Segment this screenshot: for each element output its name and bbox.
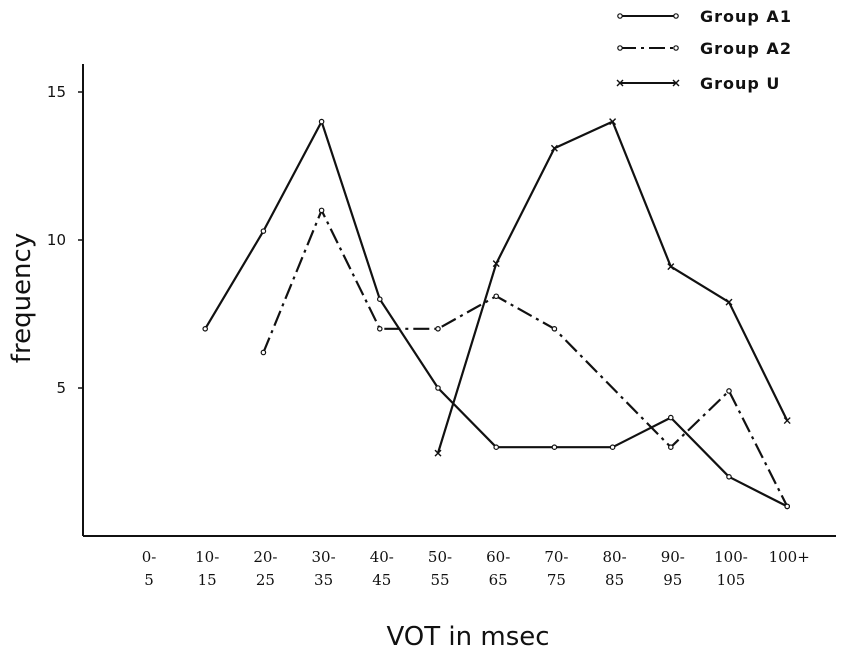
x-tick-label-6-top: 60-: [486, 548, 510, 566]
point-group-a1-1: [202, 325, 209, 332]
y-tick-label-10: 10: [47, 231, 66, 249]
point-group-a2-9: [667, 444, 674, 451]
point-group-a1-5: [435, 385, 441, 391]
y-axis-title: frequency: [7, 233, 37, 363]
y-tick-label-5: 5: [56, 379, 66, 397]
point-group-a1-7: [551, 444, 558, 451]
point-group-u-10: [725, 298, 733, 306]
point-group-a2-4: [376, 325, 383, 332]
x-tick-label-10-bottom: 105: [717, 571, 746, 589]
x-tick-label-4-bottom: 45: [372, 571, 391, 589]
x-tick-label-5-bottom: 55: [430, 571, 449, 589]
point-group-u-5: [434, 449, 442, 457]
legend-label-group-a2: Group A2: [700, 39, 792, 58]
point-group-u-9: [667, 263, 675, 271]
legend-item-group-u: Group U: [616, 74, 780, 93]
point-group-a1-4: [376, 296, 383, 303]
point-group-u-11: [783, 417, 791, 425]
legend-label-group-u: Group U: [700, 74, 780, 93]
point-group-a2-7: [551, 325, 558, 332]
point-group-a2-2: [260, 349, 267, 356]
point-group-a2-6: [493, 293, 500, 300]
x-tick-label-8-bottom: 85: [605, 571, 624, 589]
x-tick-label-0-top: 0-: [142, 548, 157, 566]
legend-marker-start-group-u: [616, 79, 624, 87]
legend-marker-start-group-a1: [617, 13, 623, 19]
x-tick-label-2-top: 20-: [253, 548, 277, 566]
y-ticks: 5 10 15: [47, 83, 83, 397]
point-group-a1-2: [260, 228, 267, 234]
y-tick-label-15: 15: [47, 83, 66, 101]
point-group-a2-5: [435, 325, 441, 332]
legend: Group A1 Group A2 Group U: [616, 7, 792, 93]
x-tick-label-10-top: 100-: [714, 548, 748, 566]
series-layer: [202, 118, 791, 510]
point-group-a1-10: [726, 473, 732, 480]
x-axis-title: VOT in msec: [386, 622, 549, 652]
x-tick-label-9-top: 90-: [661, 548, 685, 566]
x-tick-label-3-bottom: 35: [314, 571, 333, 589]
point-group-u-7: [550, 144, 558, 152]
legend-marker-end-group-u: [672, 79, 680, 87]
legend-marker-end-group-a2: [673, 45, 679, 51]
point-group-u-6: [492, 260, 500, 268]
x-tick-label-1-bottom: 15: [198, 571, 217, 589]
x-tick-label-0-bottom: 5: [144, 571, 154, 589]
x-tick-label-7-bottom: 75: [547, 571, 566, 589]
x-ticks: 0- 5 10- 15 20- 25 30- 35 40- 45 50- 55 60- 65 70- 75 80…: [142, 548, 810, 589]
point-group-a1-3: [318, 118, 325, 125]
legend-marker-start-group-a2: [617, 45, 623, 51]
point-group-a2-10: [726, 388, 732, 394]
legend-label-group-a1: Group A1: [700, 7, 792, 26]
series-group-u: [434, 118, 791, 457]
series-group-a1: [202, 118, 791, 510]
point-group-a2-3: [318, 207, 325, 214]
x-tick-label-6-bottom: 65: [489, 571, 508, 589]
x-tick-label-8-top: 80-: [603, 548, 627, 566]
x-tick-label-11-top: 100+: [769, 548, 810, 566]
point-group-a1-6: [493, 444, 500, 451]
x-tick-label-5-top: 50-: [428, 548, 452, 566]
x-tick-label-4-top: 40-: [370, 548, 394, 566]
x-tick-label-1-top: 10-: [195, 548, 219, 566]
x-tick-label-2-bottom: 25: [256, 571, 275, 589]
legend-item-group-a1: Group A1: [617, 7, 792, 26]
point-group-a2-11: [784, 503, 791, 510]
axes: [82, 64, 836, 537]
x-tick-label-3-top: 30-: [312, 548, 336, 566]
legend-marker-end-group-a1: [673, 13, 679, 19]
x-tick-label-7-top: 70-: [544, 548, 568, 566]
point-group-u-8: [609, 118, 617, 126]
point-group-a1-8: [609, 444, 616, 451]
x-tick-label-9-bottom: 95: [663, 571, 682, 589]
legend-item-group-a2: Group A2: [617, 39, 792, 58]
series-group-a2: [260, 207, 791, 510]
point-group-a1-9: [667, 414, 674, 421]
series-line-group-a2: [262, 209, 789, 507]
